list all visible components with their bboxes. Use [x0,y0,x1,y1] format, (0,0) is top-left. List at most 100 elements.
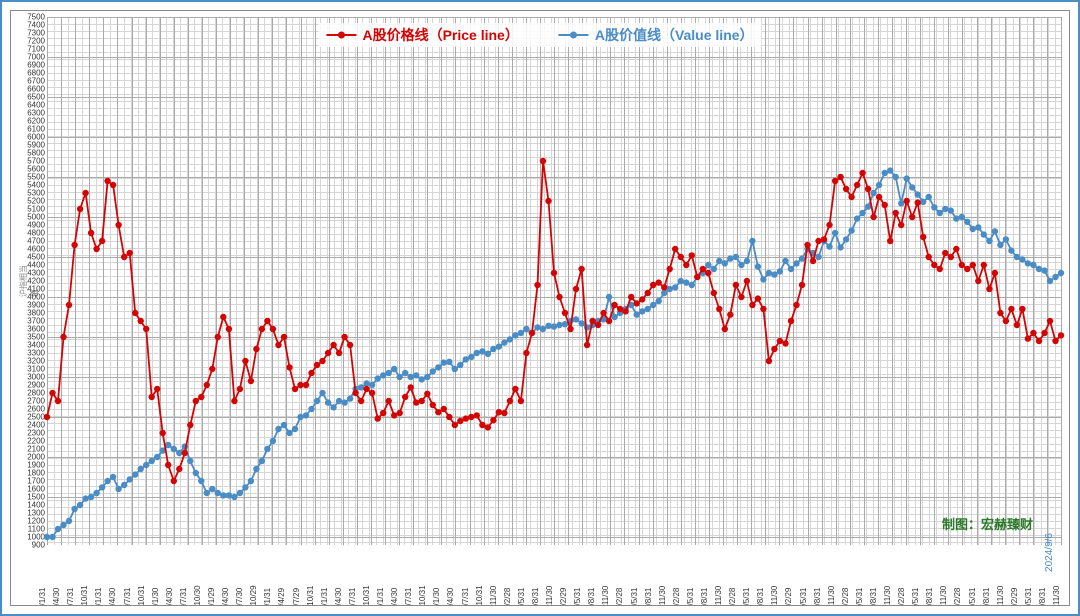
x-tick: 07/1/31 [38,588,47,606]
x-tick: 07/10/31 [80,585,89,606]
x-tick: 13/7/31 [404,588,413,606]
y-tick: 3300 [15,349,45,358]
x-tick: 19/8/31 [756,588,765,606]
x-tick: 08/4/30 [108,588,117,606]
y-tick: 4100 [15,285,45,294]
x-tick: 07/4/30 [52,588,61,606]
y-tick: 6100 [15,125,45,134]
x-tick: 21/8/31 [869,588,878,606]
y-tick: 3800 [15,309,45,318]
y-tick: 1200 [15,517,45,526]
x-tick: 21/11/30 [883,586,892,606]
credit-text: 制图：宏赫臻财 [942,514,1033,533]
y-tick: 2000 [15,453,45,462]
y-tick: 5700 [15,157,45,166]
price-line-series [47,17,1061,545]
x-tick: 24/8/31 [1038,588,1047,606]
x-tick: 23/8/31 [982,588,991,606]
y-tick: 6200 [15,117,45,126]
y-tick: 3900 [15,301,45,310]
x-tick: 10/10/29 [249,585,258,606]
y-tick: 3500 [15,333,45,342]
x-tick: 23/5/31 [968,588,977,606]
x-tick: 13/4/30 [390,588,399,606]
x-tick: 15/11/30 [545,586,554,606]
x-tick: 13/10/31 [418,585,427,606]
y-tick: 7300 [15,29,45,38]
y-tick: 2800 [15,389,45,398]
y-tick: 2900 [15,381,45,390]
x-tick: 14/7/31 [461,588,470,606]
x-tick: 08/1/31 [94,588,103,606]
x-tick: 17/11/30 [658,586,667,606]
x-tick: 24/5/31 [1024,588,1033,606]
x-tick: 10/4/30 [221,588,230,606]
y-tick: 2100 [15,445,45,454]
y-tick: 7200 [15,37,45,46]
x-tick: 12/1/31 [320,588,329,606]
y-tick: 4900 [15,221,45,230]
x-tick: 23/2/28 [953,588,962,606]
y-tick: 5800 [15,149,45,158]
x-tick: 10/7/30 [235,588,244,606]
x-axis: 07/1/3107/4/3007/7/3107/10/3108/1/3108/4… [47,547,1061,605]
legend-item-value: A股价值线（Value line） [559,25,754,45]
y-tick: 5200 [15,197,45,206]
x-tick: 08/10/31 [137,585,146,606]
y-tick: 4700 [15,237,45,246]
x-tick: 20/2/29 [784,588,793,606]
x-tick: 22/11/30 [939,586,948,606]
x-tick: 08/7/31 [123,588,132,606]
legend-marker-value-icon [559,29,589,41]
y-tick: 5000 [15,213,45,222]
y-tick: 2600 [15,405,45,414]
y-tick: 5300 [15,189,45,198]
x-tick: 11/7/29 [292,588,301,606]
x-tick: 15/5/31 [517,588,526,606]
y-tick: 3100 [15,365,45,374]
x-tick: 21/5/31 [855,588,864,606]
x-tick: 16/2/29 [559,588,568,606]
x-tick: 18/2/28 [672,588,681,606]
x-tick: 23/11/30 [996,586,1005,606]
y-tick: 6500 [15,93,45,102]
y-tick: 6400 [15,101,45,110]
y-tick: 6700 [15,77,45,86]
x-tick: 22/2/28 [897,588,906,606]
y-tick: 5500 [15,173,45,182]
plot-area [47,17,1061,545]
x-tick: 09/1/30 [151,588,160,606]
y-tick: 7400 [15,21,45,30]
x-tick: 15/2/28 [503,588,512,606]
x-tick: 19/5/31 [742,588,751,606]
x-tick: 13/1/31 [376,588,385,606]
legend-item-price: A股价格线（Price line） [326,25,518,45]
y-tick: 4400 [15,261,45,270]
x-tick: 11/1/31 [263,588,272,606]
y-tick: 1000 [15,533,45,542]
x-tick: 07/7/31 [66,588,75,606]
y-tick: 4600 [15,245,45,254]
y-axis: 沪指相当值 9001000110012001300140015001600170… [15,17,45,545]
y-tick: 5900 [15,141,45,150]
y-tick: 4000 [15,293,45,302]
x-tick: 14/11/30 [489,586,498,606]
y-tick: 1700 [15,477,45,486]
chart-inner: A股价格线（Price line） A股价值线（Value line） 沪指相当… [10,10,1070,606]
x-tick: 09/4/30 [165,588,174,606]
x-tick: 18/5/31 [686,588,695,606]
date-stamp: 2024/9/6 [1044,533,1055,572]
y-tick: 1900 [15,461,45,470]
x-tick: 22/5/31 [911,588,920,606]
x-tick: 16/8/31 [587,588,596,606]
x-tick: 20/5/31 [799,588,808,606]
legend-label-price: A股价格线（Price line） [362,25,518,45]
y-tick: 4800 [15,229,45,238]
y-tick: 900 [15,541,45,550]
y-tick: 4200 [15,277,45,286]
y-tick: 2400 [15,421,45,430]
x-tick: 09/7/31 [179,588,188,606]
y-tick: 3000 [15,373,45,382]
x-tick: 19/2/28 [728,588,737,606]
x-tick: 24/11/30 [1052,586,1061,606]
